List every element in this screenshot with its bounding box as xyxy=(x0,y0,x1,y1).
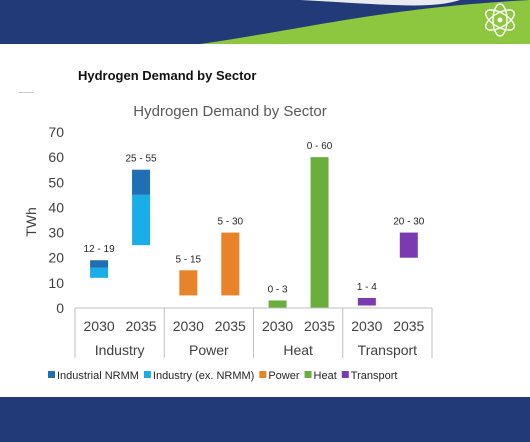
decorative-divider xyxy=(18,92,34,93)
header-band-green-swoosh xyxy=(200,0,530,44)
x-tick-label: 2030 xyxy=(351,318,382,334)
x-tick-label: 2035 xyxy=(215,318,246,334)
range-data-label: 5 - 30 xyxy=(218,217,244,228)
y-axis-ticks: 0 10 20 30 40 50 60 70 xyxy=(48,124,64,316)
y-tick-label: 0 xyxy=(56,300,64,316)
chart-bars xyxy=(90,157,418,308)
x-group-label: Heat xyxy=(283,342,313,358)
legend-swatch xyxy=(143,371,151,378)
legend-swatch xyxy=(259,371,267,378)
legend-swatch xyxy=(304,371,312,378)
header-band-white-swoosh xyxy=(300,0,460,6)
x-tick-label: 2035 xyxy=(304,318,335,334)
x-tick-label: 2030 xyxy=(173,318,204,334)
chart-title: Hydrogen Demand by Sector xyxy=(133,103,326,120)
y-tick-label: 70 xyxy=(48,124,64,140)
header-band xyxy=(0,0,530,44)
slide-title: Hydrogen Demand by Sector xyxy=(78,68,257,83)
chart-legend: Industrial NRMM Industry (ex. NRMM) Power H… xyxy=(48,370,397,382)
legend-swatch xyxy=(48,371,55,378)
range-data-label: 0 - 3 xyxy=(268,284,288,295)
y-tick-label: 30 xyxy=(48,225,64,241)
range-data-label: 25 - 55 xyxy=(125,154,157,165)
x-tick-label: 2035 xyxy=(125,318,156,334)
legend-entry: Transport xyxy=(351,370,398,382)
range-data-label: 5 - 15 xyxy=(176,254,202,265)
y-axis-label: TWh xyxy=(23,207,39,237)
x-group-label: Power xyxy=(189,342,229,358)
bar-segment xyxy=(179,270,198,296)
legend-entry: Industrial NRMM xyxy=(57,370,139,382)
bar-segment xyxy=(90,267,109,278)
y-tick-label: 50 xyxy=(48,174,64,190)
range-data-label: 12 - 19 xyxy=(84,244,116,255)
y-tick-label: 20 xyxy=(48,250,64,266)
x-group-label: Transport xyxy=(358,342,418,358)
bar-segment xyxy=(399,232,418,258)
bar-segment xyxy=(221,232,240,296)
legend-swatch xyxy=(341,371,349,378)
y-tick-label: 40 xyxy=(48,199,64,215)
atom-logo-icon xyxy=(485,3,515,37)
bar-segment xyxy=(268,300,287,308)
x-group-label: Industry xyxy=(95,342,145,358)
x-tick-label: 2035 xyxy=(393,318,424,334)
footer-band xyxy=(0,397,530,442)
legend-entry: Power xyxy=(268,370,300,382)
bar-segment xyxy=(357,297,376,306)
x-axis: 2030 2035 Industry 2030 2035 Power 2030 2035 Hea… xyxy=(74,307,433,358)
bar-segment xyxy=(90,260,109,268)
range-data-label: 20 - 30 xyxy=(393,217,425,228)
x-tick-label: 2030 xyxy=(84,318,115,334)
y-tick-label: 10 xyxy=(48,275,64,291)
legend-entry: Heat xyxy=(314,370,337,382)
range-data-label: 0 - 60 xyxy=(307,141,333,152)
range-data-label: 1 - 4 xyxy=(357,282,377,293)
legend-entry: Industry (ex. NRMM) xyxy=(153,370,254,382)
bar-segment xyxy=(132,169,151,195)
bar-segment xyxy=(310,157,329,308)
chart-range-labels: 12 - 19 25 - 55 5 - 15 5 - 30 0 - 3 0 - 60 1 -… xyxy=(84,141,425,295)
x-tick-label: 2030 xyxy=(262,318,293,334)
bar-segment xyxy=(132,194,151,246)
y-tick-label: 60 xyxy=(48,149,64,165)
